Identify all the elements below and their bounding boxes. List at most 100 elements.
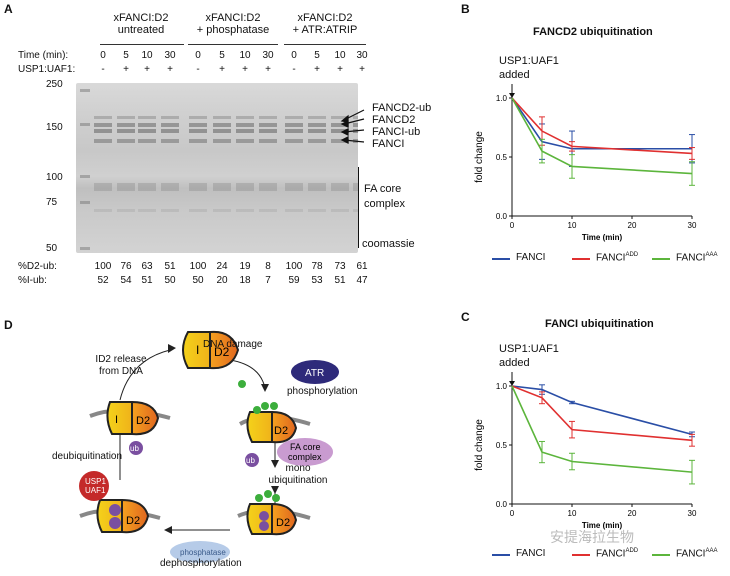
iub-cell: 50 — [164, 275, 176, 286]
time-cell: 5 — [314, 50, 320, 61]
gel-band — [189, 139, 207, 143]
ub-label: ub — [130, 444, 139, 453]
d2ub-cell: 73 — [334, 261, 346, 272]
x-tick-label: 10 — [568, 221, 577, 230]
d2ub-cell: 76 — [120, 261, 132, 272]
ub-bubble — [129, 441, 143, 455]
usp-cell: + — [242, 64, 248, 75]
complex-bottom-left: D2 — [79, 498, 161, 534]
group-header-1: xFANCI:D2 untreated — [98, 12, 184, 36]
label-d2: D2 — [136, 415, 150, 427]
gel-band — [285, 139, 303, 143]
iub-label: %I-ub: — [18, 275, 47, 286]
group-underline — [284, 44, 366, 45]
arrow-release — [119, 349, 171, 401]
gel-band — [189, 129, 207, 133]
iub-cell: 59 — [288, 275, 300, 286]
complex-top: I D2 — [182, 330, 240, 370]
label-i: I — [196, 343, 199, 357]
group-header-2: xFANCI:D2 + phosphatase — [185, 12, 281, 36]
chart-b: 0.0 0.5 1.0 0 10 20 30 Time (min) fold change — [474, 84, 697, 242]
d2ub-cell: 24 — [216, 261, 228, 272]
gel-band — [138, 123, 156, 127]
atr-label: ATR — [305, 368, 324, 379]
usp1-l1: USP1 — [85, 477, 106, 486]
iub-cell: 7 — [265, 275, 271, 286]
gel-band — [117, 116, 135, 119]
group-header-line: + phosphatase — [196, 24, 270, 36]
gel-band — [285, 209, 303, 212]
gel-band — [161, 129, 179, 133]
legend-swatch — [492, 554, 510, 556]
group-header-line: + ATR:ATRIP — [292, 24, 358, 36]
gel-band — [236, 123, 254, 127]
panel-letter-b: B — [461, 2, 470, 16]
y-tick-label: 0.0 — [496, 212, 508, 221]
gel-band — [94, 183, 112, 191]
mw-marker: 250 — [46, 79, 63, 90]
gel-band — [161, 183, 179, 191]
complex-left: I D2 — [89, 400, 171, 436]
group-header-line: xFANCI:D2 — [297, 12, 353, 24]
iub-cell: 54 — [120, 275, 132, 286]
mw-marker: 50 — [46, 243, 58, 254]
x-tick-label: 10 — [568, 509, 577, 518]
gel-band — [161, 139, 179, 143]
legend-label: FANCIADD — [596, 548, 638, 559]
ladder-band — [80, 201, 90, 204]
iub-cell: 52 — [97, 275, 109, 286]
fa-core-oval-l2: complex — [288, 452, 322, 462]
x-tick-label: 30 — [688, 509, 697, 518]
gel-band — [138, 183, 156, 191]
arrow-damage — [229, 359, 266, 389]
ub-bubble — [245, 453, 259, 467]
chart-c: 0.0 0.5 1.0 0 10 20 30 Time (min) fold change — [474, 372, 697, 530]
gel-band — [308, 183, 326, 191]
gel-band — [259, 209, 277, 212]
gel-band — [94, 139, 112, 143]
gel-band — [189, 209, 207, 212]
d2ub-cell: 51 — [164, 261, 176, 272]
d2ub-cell: 8 — [265, 261, 271, 272]
gel-band — [117, 129, 135, 133]
legend-text: FANCI — [596, 252, 626, 264]
legend-swatch — [572, 554, 590, 556]
iub-cell: 51 — [334, 275, 346, 286]
coomassie-label: coomassie — [362, 238, 415, 250]
d2ub-cell: 100 — [94, 261, 112, 272]
gel-band — [259, 129, 277, 133]
id2-line: ID2 release — [95, 354, 147, 365]
time-cell: 30 — [262, 50, 274, 61]
series-line — [511, 385, 693, 473]
ladder-band — [80, 89, 90, 92]
ladder-band — [80, 247, 90, 250]
gel-band — [308, 116, 326, 119]
gel-band — [236, 139, 254, 143]
id2-line: from DNA — [99, 366, 143, 377]
ladder-band — [80, 123, 90, 126]
fa-core-bracket — [358, 167, 359, 248]
gel-bands — [80, 89, 371, 250]
legend-text: FANCI — [676, 252, 706, 264]
gel-band — [285, 116, 303, 119]
time-cell: 30 — [356, 50, 368, 61]
gel-band — [138, 129, 156, 133]
panel-letter-d: D — [4, 318, 13, 332]
gel-band — [259, 123, 277, 127]
gel-band — [331, 116, 349, 119]
time-label: Time (min): — [18, 50, 69, 61]
gel-band — [259, 116, 277, 119]
annotation-arrowhead — [509, 381, 515, 386]
d2ub-cell: 63 — [141, 261, 153, 272]
legend-label: FANCI — [516, 548, 545, 559]
d2ub-cell: 100 — [189, 261, 207, 272]
fa-core-label: FA core complex — [364, 182, 405, 212]
gel-band — [189, 116, 207, 119]
time-cell: 10 — [141, 50, 153, 61]
gel-band — [331, 123, 349, 127]
series-line — [511, 97, 693, 155]
annotation-line: USP1:UAF1 — [499, 343, 559, 355]
d2ub-cell: 78 — [311, 261, 323, 272]
usp-label: USP1:UAF1: — [18, 64, 76, 75]
usp-cell: + — [144, 64, 150, 75]
